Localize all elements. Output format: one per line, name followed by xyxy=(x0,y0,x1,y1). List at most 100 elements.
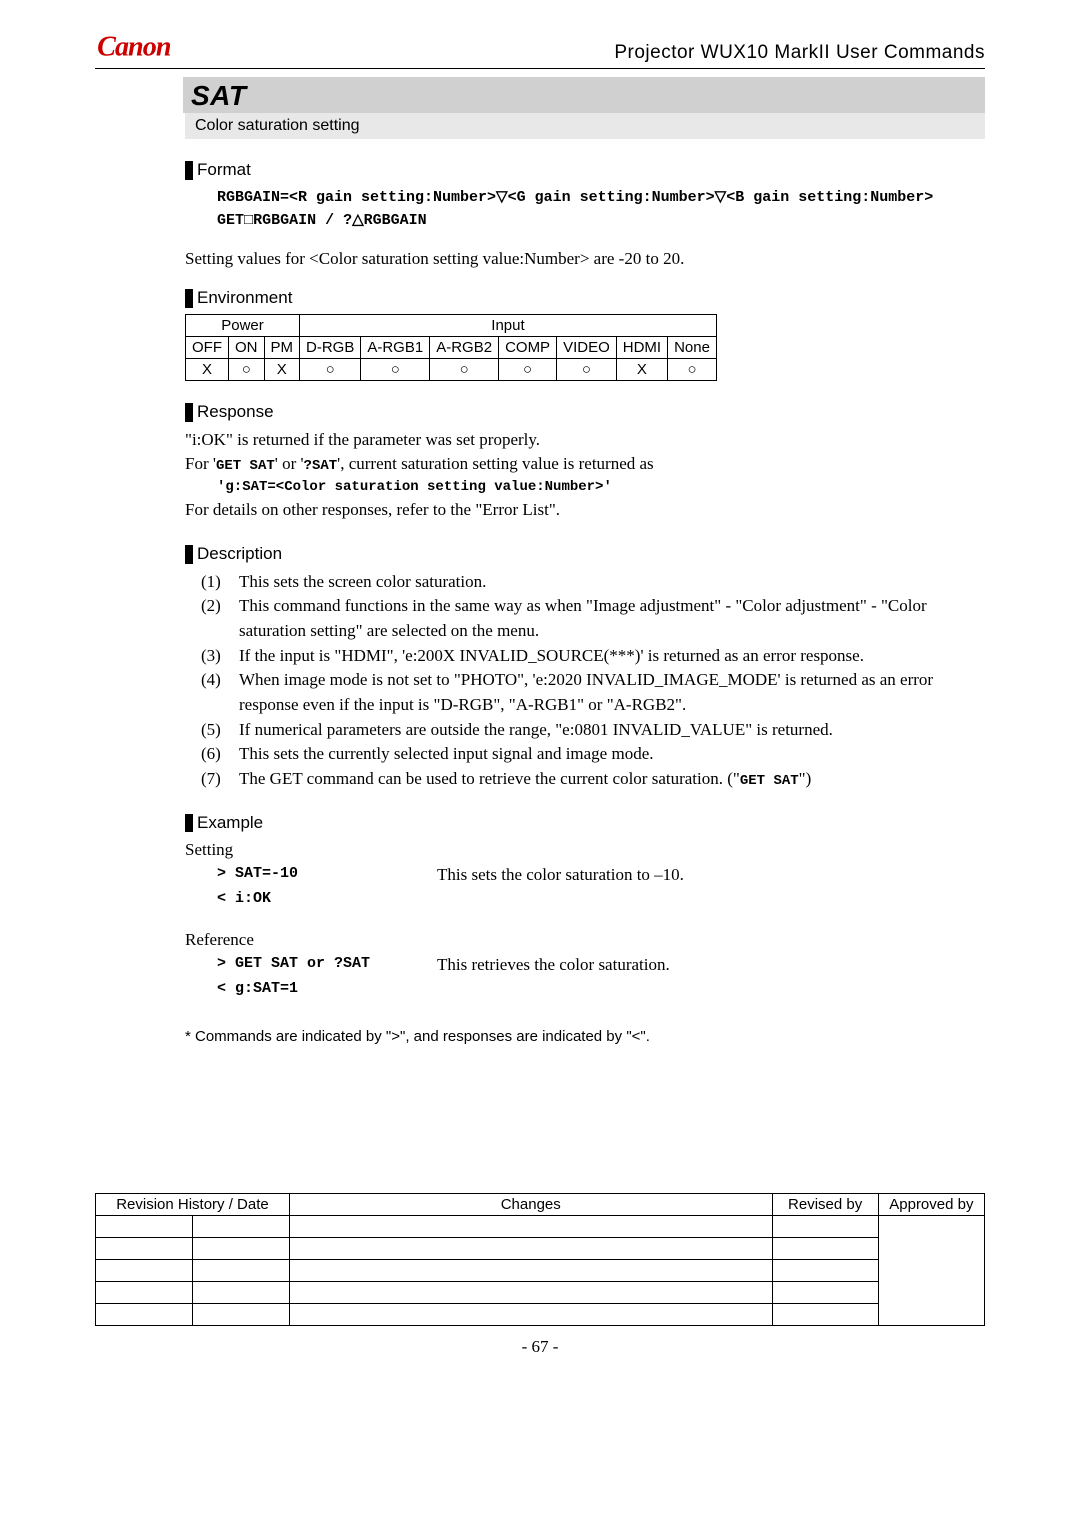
section-heading: Response xyxy=(185,403,985,422)
item-text: When image mode is not set to "PHOTO", '… xyxy=(239,668,985,717)
table-cell xyxy=(878,1282,984,1304)
table-cell xyxy=(289,1238,772,1260)
item-number: (7) xyxy=(201,767,239,792)
table-row xyxy=(96,1238,985,1260)
env-val: ○ xyxy=(499,359,557,381)
table-cell xyxy=(96,1304,193,1326)
table-row xyxy=(96,1216,985,1238)
table-row: Revision History / DateChangesRevised by… xyxy=(96,1194,985,1216)
item-number: (3) xyxy=(201,644,239,669)
separator-symbol: △ xyxy=(352,211,364,228)
example-set-label: Setting xyxy=(185,838,985,863)
code-text: RGBGAIN=<R gain setting:Number> xyxy=(217,189,496,206)
example-command: < g:SAT=1 xyxy=(217,978,985,1001)
table-cell xyxy=(192,1282,289,1304)
env-val: ○ xyxy=(229,359,265,381)
command-title-bar: SAT xyxy=(183,77,985,113)
svg-text:Canon: Canon xyxy=(97,31,171,62)
description-list: (1)This sets the screen color saturation… xyxy=(201,570,985,792)
example-ref-label: Reference xyxy=(185,928,985,953)
format-note: Setting values for <Color saturation set… xyxy=(185,247,985,272)
example-footnote: * Commands are indicated by ">", and res… xyxy=(185,1028,985,1045)
col-header: Approved by xyxy=(878,1194,984,1216)
table-cell xyxy=(96,1238,193,1260)
table-cell xyxy=(289,1260,772,1282)
description-item: (7)The GET command can be used to retrie… xyxy=(201,767,985,792)
text: ', current saturation setting value is r… xyxy=(337,454,654,473)
header-bar: Canon Projector WUX10 MarkII User Comman… xyxy=(95,30,985,69)
description-item: (3)If the input is "HDMI", 'e:200X INVAL… xyxy=(201,644,985,669)
section-description: Description (1)This sets the screen colo… xyxy=(185,545,985,792)
env-col: COMP xyxy=(499,337,557,359)
item-number: (6) xyxy=(201,742,239,767)
section-heading: Description xyxy=(185,545,985,564)
env-val: ○ xyxy=(668,359,717,381)
table-cell xyxy=(96,1216,193,1238)
col-header: Revision History / Date xyxy=(96,1194,290,1216)
example-command: > SAT=-10 xyxy=(217,863,437,888)
table-row xyxy=(96,1282,985,1304)
description-item: (6)This sets the currently selected inpu… xyxy=(201,742,985,767)
item-number: (2) xyxy=(201,594,239,643)
env-val: X xyxy=(186,359,229,381)
item-text: If the input is "HDMI", 'e:200X INVALID_… xyxy=(239,644,985,669)
table-row: X○X○○○○○X○ xyxy=(186,359,717,381)
example-row: > SAT=-10 This sets the color saturation… xyxy=(217,863,985,888)
table-cell xyxy=(96,1260,193,1282)
canon-logo: Canon xyxy=(95,30,245,64)
table-cell xyxy=(878,1216,984,1238)
item-text: This sets the currently selected input s… xyxy=(239,742,985,767)
table-cell xyxy=(289,1304,772,1326)
section-heading: Example xyxy=(185,814,985,833)
table-row: Power Input xyxy=(186,315,717,337)
example-row: > GET SAT or ?SAT This retrieves the col… xyxy=(217,953,985,978)
item-text: The GET command can be used to retrieve … xyxy=(239,767,985,792)
table-row xyxy=(96,1260,985,1282)
table-cell xyxy=(772,1238,878,1260)
response-code: 'g:SAT=<Color saturation setting value:N… xyxy=(217,477,985,498)
table-cell xyxy=(192,1216,289,1238)
example-desc: This retrieves the color saturation. xyxy=(437,953,670,978)
section-format: Format RGBGAIN=<R gain setting:Number>▽<… xyxy=(185,161,985,271)
item-number: (4) xyxy=(201,668,239,717)
table-cell xyxy=(96,1282,193,1304)
item-number: (1) xyxy=(201,570,239,595)
table-cell xyxy=(772,1260,878,1282)
command-name: SAT xyxy=(191,80,246,111)
page-frame: Canon Projector WUX10 MarkII User Comman… xyxy=(95,30,985,1053)
response-text: "i:OK" is returned if the parameter was … xyxy=(185,428,985,453)
content-area: SAT Color saturation setting Format RGBG… xyxy=(185,77,985,1045)
section-heading: Format xyxy=(185,161,985,180)
code-text: RGBGAIN / ? xyxy=(253,212,352,229)
table-cell xyxy=(289,1216,772,1238)
table-cell xyxy=(772,1216,878,1238)
env-val: ○ xyxy=(300,359,361,381)
separator-symbol: □ xyxy=(244,211,253,228)
col-header: Revised by xyxy=(772,1194,878,1216)
code-text: GET xyxy=(217,212,244,229)
code-text: <B gain setting:Number> xyxy=(726,189,933,206)
table-cell xyxy=(192,1304,289,1326)
table-cell xyxy=(772,1282,878,1304)
example-command: > GET SAT or ?SAT xyxy=(217,953,437,978)
env-col: D-RGB xyxy=(300,337,361,359)
item-number: (5) xyxy=(201,718,239,743)
section-heading: Environment xyxy=(185,289,985,308)
text: For ' xyxy=(185,454,216,473)
env-col: None xyxy=(668,337,717,359)
response-text: For 'GET SAT' or '?SAT', current saturat… xyxy=(185,452,985,477)
response-text: For details on other responses, refer to… xyxy=(185,498,985,523)
table-cell xyxy=(878,1260,984,1282)
table-row xyxy=(96,1304,985,1326)
doc-title: Projector WUX10 MarkII User Commands xyxy=(614,42,985,64)
example-command: < i:OK xyxy=(217,888,985,911)
format-line-2: GET□RGBGAIN / ?△RGBGAIN xyxy=(217,209,985,233)
env-col: PM xyxy=(264,337,300,359)
format-line-1: RGBGAIN=<R gain setting:Number>▽<G gain … xyxy=(217,186,985,210)
item-text: This sets the screen color saturation. xyxy=(239,570,985,595)
inline-code: ?SAT xyxy=(304,458,338,474)
env-col: HDMI xyxy=(616,337,667,359)
env-col: OFF xyxy=(186,337,229,359)
table-cell xyxy=(192,1260,289,1282)
col-group-power: Power xyxy=(186,315,300,337)
